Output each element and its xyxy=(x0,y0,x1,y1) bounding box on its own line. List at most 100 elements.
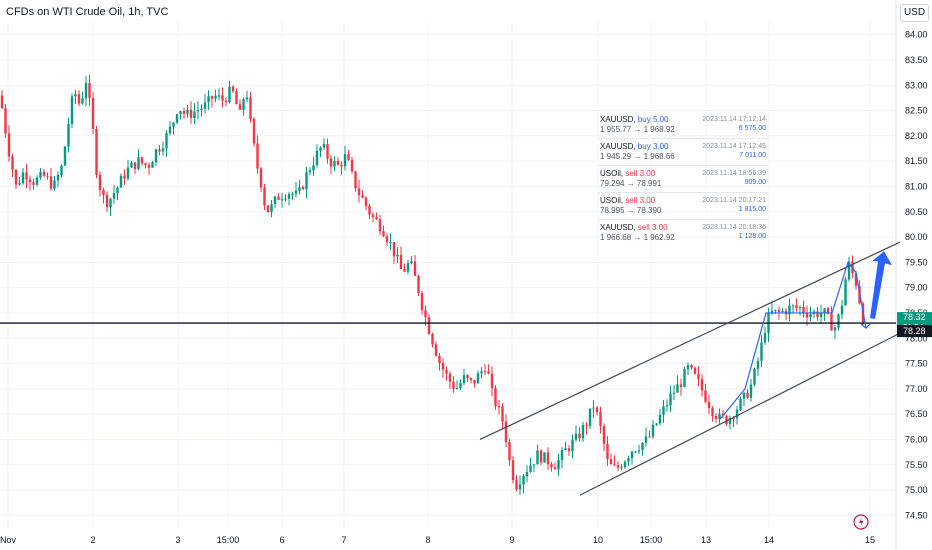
candle-body xyxy=(637,450,641,452)
candle-body xyxy=(830,313,833,331)
candle-body xyxy=(354,171,357,189)
candle-body xyxy=(462,375,466,384)
candle-body xyxy=(207,96,210,103)
candle-body xyxy=(518,484,522,490)
candle-body xyxy=(466,375,469,379)
candle-body xyxy=(151,162,154,168)
candle-body xyxy=(683,369,686,388)
candle-body xyxy=(679,384,683,388)
candle-body xyxy=(592,407,595,409)
candle-body xyxy=(291,193,294,195)
candle-body xyxy=(200,108,203,111)
candle-body xyxy=(42,171,46,176)
candle-body xyxy=(392,241,396,257)
candle-body xyxy=(343,154,347,167)
candle-body xyxy=(833,327,837,331)
trade-symbol: USOil, xyxy=(600,196,626,205)
trade-prices: 1 955.77 → 1 968.92 xyxy=(600,125,675,134)
price-tick-label: 78.00 xyxy=(905,333,928,343)
candle-body xyxy=(571,439,574,452)
candle-body xyxy=(91,97,95,129)
candle-body xyxy=(543,452,546,463)
trade-side: buy 3.00 xyxy=(637,142,669,151)
candle-body xyxy=(371,214,375,217)
candle-body xyxy=(396,254,399,257)
candle-body xyxy=(364,197,368,206)
candle-body xyxy=(256,143,259,169)
candle-body xyxy=(7,133,11,157)
candle-body xyxy=(609,459,613,465)
candle-body xyxy=(228,86,231,103)
candle-body xyxy=(546,452,550,465)
trade-prices: 1 966.68 → 1 962.92 xyxy=(600,233,675,242)
price-tick-label: 79.50 xyxy=(905,257,928,267)
candle-body xyxy=(81,98,84,104)
candle-body xyxy=(585,425,588,427)
candle-body xyxy=(0,95,4,109)
candle-body xyxy=(294,190,298,194)
candle-body xyxy=(630,451,634,459)
currency-button[interactable]: USD xyxy=(900,4,929,22)
candle-body xyxy=(308,170,312,173)
candle-body xyxy=(49,176,53,189)
candle-body xyxy=(522,476,525,485)
up-arrow-icon xyxy=(870,251,892,320)
candle-body xyxy=(280,199,284,201)
candle-body xyxy=(431,333,434,345)
projection-path xyxy=(719,261,867,420)
price-tick-label: 76.00 xyxy=(905,434,928,444)
trade-row: XAUUSD, buy 5.00 2023.11.14 17:12:14 1 955… xyxy=(598,112,768,138)
candle-body xyxy=(168,126,172,134)
candle-body xyxy=(469,378,473,380)
candle-body xyxy=(441,363,445,370)
candle-body xyxy=(137,157,140,169)
candle-body xyxy=(805,312,809,318)
candle-body xyxy=(595,407,599,413)
time-tick-label: 2 xyxy=(90,535,95,545)
candle-body xyxy=(445,369,448,374)
candle-body xyxy=(119,175,123,188)
candle-body xyxy=(452,381,455,389)
candle-body xyxy=(84,83,88,99)
price-tick-label: 75.50 xyxy=(905,460,928,470)
candle-body xyxy=(133,162,137,169)
candle-body xyxy=(214,95,217,99)
candle-body xyxy=(165,133,168,149)
candle-body xyxy=(74,94,77,97)
candle-body xyxy=(847,261,851,280)
candle-body xyxy=(658,414,662,424)
price-tick-label: 82.00 xyxy=(905,131,928,141)
candle-body xyxy=(725,415,728,424)
candle-body xyxy=(186,109,189,114)
candle-body xyxy=(781,310,784,312)
candle-body xyxy=(179,111,182,115)
price-tick-label: 75.00 xyxy=(905,485,928,495)
channel-lower-line xyxy=(579,332,901,496)
trade-time: 2023.11.14 18:56:39 xyxy=(702,170,766,177)
candle-body xyxy=(742,392,746,399)
candle-body xyxy=(756,360,760,369)
candle-body xyxy=(210,96,214,99)
candle-body xyxy=(669,393,672,406)
price-tick-label: 77.00 xyxy=(905,384,928,394)
candle-body xyxy=(676,384,679,393)
candle-body xyxy=(126,167,130,179)
candle-body xyxy=(539,450,543,463)
candle-body xyxy=(182,111,186,114)
candle-body xyxy=(98,174,102,191)
time-tick-label: 7 xyxy=(341,535,346,545)
candle-body xyxy=(378,219,382,232)
tradingview-logo-icon[interactable] xyxy=(853,514,869,530)
candle-body xyxy=(515,480,518,490)
chart-grid xyxy=(0,22,896,528)
candle-body xyxy=(350,159,354,172)
candle-body xyxy=(665,405,669,407)
candle-body xyxy=(357,188,361,196)
candle-body xyxy=(718,413,721,419)
candle-body xyxy=(560,449,564,461)
candle-body xyxy=(616,465,620,468)
trade-history-panel: XAUUSD, buy 5.00 2023.11.14 17:12:14 1 955… xyxy=(598,112,768,246)
price-tick-label: 82.50 xyxy=(905,106,928,116)
candle-body xyxy=(620,467,623,469)
